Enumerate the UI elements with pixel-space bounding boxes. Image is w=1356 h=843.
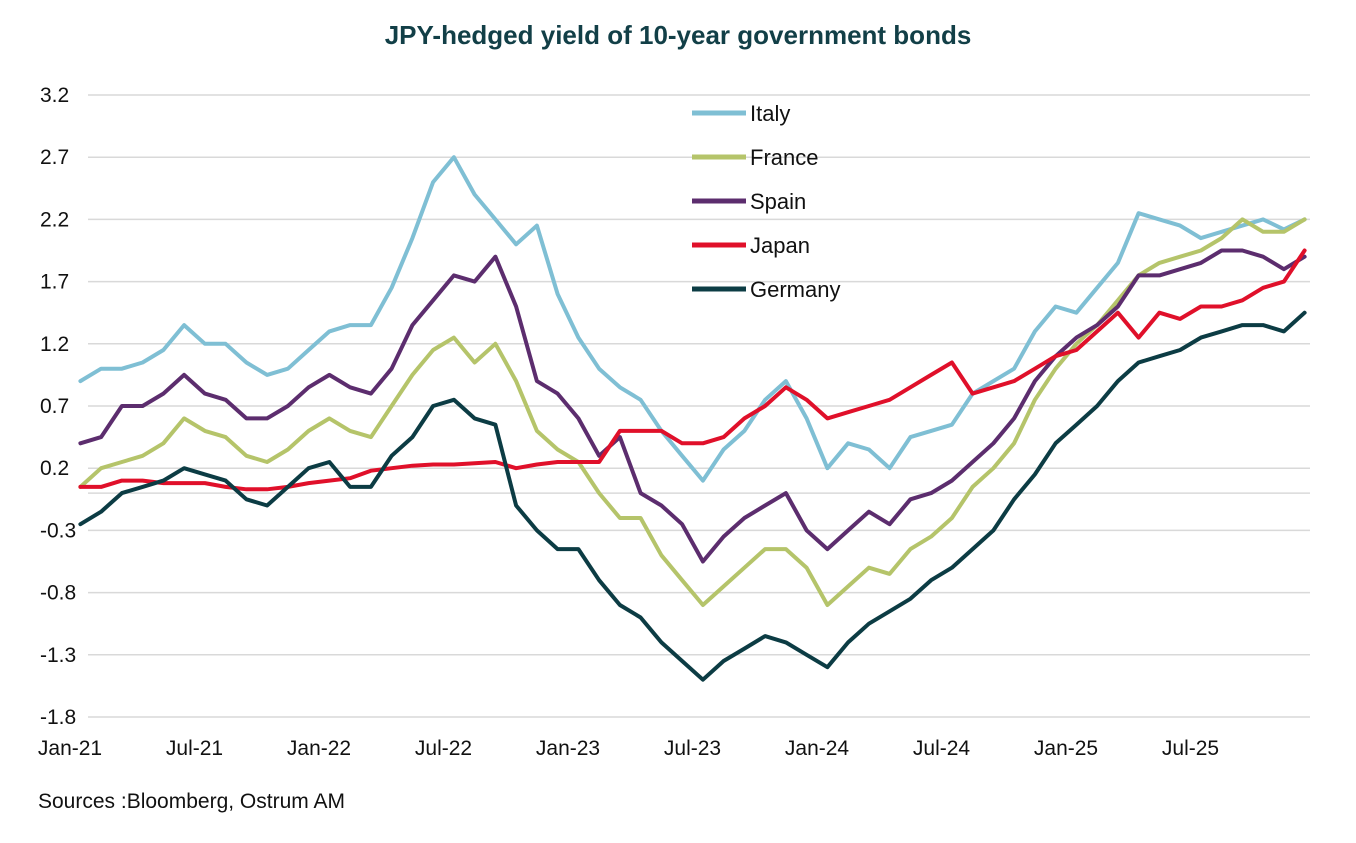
y-tick-label: 0.2 xyxy=(40,457,69,480)
y-tick-label: -1.8 xyxy=(40,706,76,729)
source-note: Sources :Bloomberg, Ostrum AM xyxy=(38,790,345,813)
x-tick-label: Jan-22 xyxy=(287,737,351,760)
gridlines xyxy=(88,94,1310,718)
y-tick-label: -1.3 xyxy=(40,644,76,667)
y-tick-label: -0.8 xyxy=(40,582,76,605)
x-tick-label: Jul-24 xyxy=(913,737,971,760)
y-tick-label: 1.2 xyxy=(40,333,69,356)
series-line-germany xyxy=(78,310,1307,682)
y-tick-label: 1.7 xyxy=(40,271,69,294)
x-tick-label: Jul-25 xyxy=(1162,737,1219,760)
series-lines xyxy=(78,155,1307,682)
x-tick-label: Jul-23 xyxy=(664,737,721,760)
x-tick-label: Jan-24 xyxy=(785,737,850,760)
series-line-japan xyxy=(78,248,1307,492)
legend-label: France xyxy=(750,145,818,170)
chart-title: JPY-hedged yield of 10-year government b… xyxy=(385,20,972,50)
legend-label: Japan xyxy=(750,233,810,258)
series-line-france xyxy=(78,217,1307,607)
legend-label: Italy xyxy=(750,101,790,126)
x-tick-label: Jan-25 xyxy=(1034,737,1098,760)
y-axis-ticks: 3.2 2.7 2.2 1.7 1.2 0.7 0.2 -0.3 -0.8 -1.3 -1.8 xyxy=(40,84,76,729)
y-tick-label: 0.7 xyxy=(40,395,69,418)
x-tick-label: Jul-22 xyxy=(415,737,472,760)
x-tick-label: Jul-21 xyxy=(166,737,223,760)
x-tick-label: Jan-21 xyxy=(38,737,102,760)
series-line-spain xyxy=(78,248,1307,564)
y-tick-label: 2.7 xyxy=(40,146,69,169)
x-axis-ticks: Jan-21 Jul-21 Jan-22 Jul-22 Jan-23 Jul-23 Jan-… xyxy=(38,737,1219,760)
y-tick-label: 3.2 xyxy=(40,84,69,107)
legend: Italy France Spain Japan Germany xyxy=(692,101,840,302)
legend-label: Germany xyxy=(750,277,840,302)
legend-label: Spain xyxy=(750,189,806,214)
series-line-italy xyxy=(78,155,1307,483)
y-tick-label: -0.3 xyxy=(40,519,76,542)
y-tick-label: 2.2 xyxy=(40,208,69,231)
x-tick-label: Jan-23 xyxy=(536,737,600,760)
